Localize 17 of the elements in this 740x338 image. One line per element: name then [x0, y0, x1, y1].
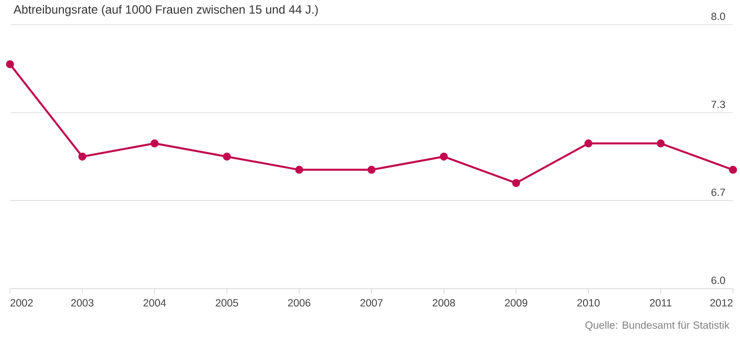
- y-tick-label: 7.3: [711, 100, 726, 108]
- x-tick-label: 2008: [432, 299, 455, 307]
- x-tick-label: 2004: [144, 299, 166, 307]
- x-tick-label: 2003: [71, 299, 94, 307]
- x-tick-label: 2007: [360, 299, 383, 307]
- source-note: Quelle: Bundesamt für Statistik: [585, 321, 730, 331]
- y-tick-label: 6.7: [711, 188, 725, 196]
- x-tick-label: 2011: [650, 299, 672, 307]
- x-tick-label: 2010: [577, 299, 600, 307]
- x-tick-label: 2005: [216, 299, 238, 307]
- y-tick-label: 8.0: [711, 12, 726, 20]
- x-tick-label: 2009: [505, 299, 528, 307]
- x-tick-label: 2006: [288, 299, 310, 307]
- chart-title: Abtreibungsrate (auf 1000 Frauen zwischen 15 und 44 J.): [14, 4, 318, 16]
- x-tick-label: 2002: [10, 299, 33, 307]
- y-tick-label: 6.0: [711, 276, 726, 284]
- x-tick-label: 2012: [710, 299, 732, 307]
